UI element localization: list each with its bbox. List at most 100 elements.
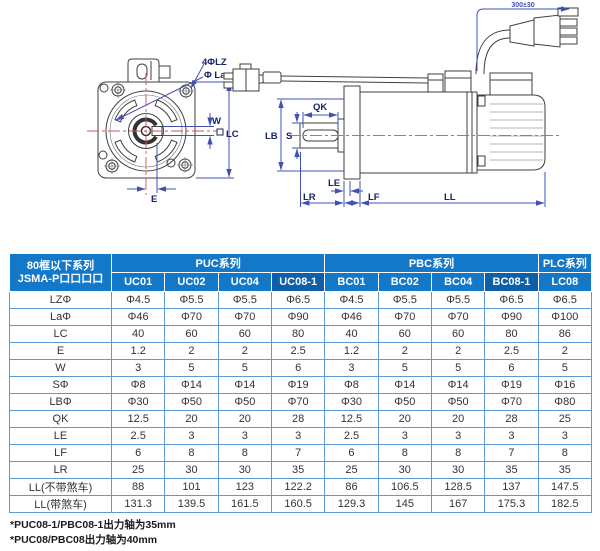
table-row: LF 6 8 8 7 6 8 8 7 8 — [9, 444, 593, 462]
cell: 160.5 — [270, 495, 326, 513]
front-view-dimensions: 4ΦLZ Φ La W LC E — [115, 57, 239, 205]
cell: 3 — [217, 427, 272, 445]
cell: 2.5 — [270, 342, 326, 360]
cell: 2 — [217, 342, 272, 360]
column-header-UC04: UC04 — [217, 272, 272, 292]
row-label: LL(带煞车) — [9, 495, 112, 513]
cell: 12.5 — [110, 410, 166, 428]
cell: Φ14 — [164, 376, 219, 394]
cell: Φ19 — [484, 376, 539, 394]
cell: Φ50 — [377, 393, 432, 411]
cell: Φ5.5 — [164, 291, 219, 309]
technical-drawing: 4ΦLZ Φ La W LC E — [0, 0, 600, 252]
cell: Φ8 — [324, 376, 379, 394]
cell: Φ70 — [270, 393, 326, 411]
cell: Φ6.5 — [484, 291, 539, 309]
table-row: LR 25 30 30 35 25 30 30 35 35 — [9, 461, 593, 479]
cell: Φ14 — [430, 376, 486, 394]
cell: 2 — [430, 342, 486, 360]
cell: Φ4.5 — [110, 291, 166, 309]
cell: Φ6.5 — [270, 291, 326, 309]
cell: 2 — [537, 342, 593, 360]
cell: 20 — [164, 410, 219, 428]
cell: 8 — [377, 444, 432, 462]
cell: 5 — [537, 359, 593, 377]
cell: 80 — [484, 325, 539, 343]
cell: Φ5.5 — [217, 291, 272, 309]
cell: 123 — [217, 478, 272, 496]
cell: 12.5 — [324, 410, 379, 428]
column-header-UC08-1: UC08-1 — [270, 272, 326, 292]
dim-label-le: LE — [328, 178, 340, 189]
model-pattern: JSMA-P口口口口 — [17, 272, 104, 285]
cell: 60 — [217, 325, 272, 343]
column-group: PUC系列 — [110, 253, 326, 273]
cell: 5 — [217, 359, 272, 377]
dim-label-lf: LF — [368, 192, 380, 203]
model-header-row: UC01 UC02 UC04 UC08-1 BC01 BC02 BC04 BC08-1 LC08 — [10, 272, 593, 292]
row-label: E — [9, 342, 112, 360]
cell: 86 — [537, 325, 593, 343]
cell: 3 — [430, 427, 486, 445]
cell: 6 — [484, 359, 539, 377]
row-label: QK — [9, 410, 112, 428]
cell: 3 — [324, 359, 379, 377]
table-corner-header: 80框以下系列 JSMA-P口口口口 — [9, 253, 112, 292]
cell: 167 — [430, 495, 486, 513]
cell: 147.5 — [537, 478, 593, 496]
cell: Φ5.5 — [377, 291, 432, 309]
cell: 5 — [430, 359, 486, 377]
cell: Φ90 — [270, 308, 326, 326]
row-label: LL(不带煞车) — [9, 478, 112, 496]
cell: 5 — [377, 359, 432, 377]
table-row: LC 40 60 60 80 40 60 60 80 86 — [9, 325, 593, 343]
dim-label-flange-pilot: Φ La — [204, 70, 226, 81]
cell: Φ50 — [217, 393, 272, 411]
cell: 8 — [217, 444, 272, 462]
cell: 20 — [377, 410, 432, 428]
dim-label-key-width: W — [212, 116, 221, 127]
dim-label-shaft-dia: S — [286, 131, 292, 142]
cell: Φ4.5 — [324, 291, 379, 309]
dim-label-cable-length: 300±30 — [511, 2, 534, 9]
cell: Φ80 — [537, 393, 593, 411]
column-header-BC01: BC01 — [324, 272, 379, 292]
cell: 6 — [324, 444, 379, 462]
cell: 8 — [537, 444, 593, 462]
cell: Φ50 — [430, 393, 486, 411]
table-row: LBΦ Φ30 Φ50 Φ50 Φ70 Φ30 Φ50 Φ50 Φ70 Φ80 — [9, 393, 593, 411]
cell: Φ70 — [164, 308, 219, 326]
cell: 106.5 — [377, 478, 432, 496]
dim-label-frame-size: LC — [226, 129, 239, 140]
cell: 86 — [324, 478, 379, 496]
cell: Φ16 — [537, 376, 593, 394]
footnote-2: *PUC08/PBC08出力轴为40mm — [10, 534, 158, 546]
cell: 3 — [164, 427, 219, 445]
cell: 2 — [164, 342, 219, 360]
column-header-UC01: UC01 — [110, 272, 166, 292]
cell: Φ90 — [484, 308, 539, 326]
cell: 2.5 — [324, 427, 379, 445]
row-label: W — [9, 359, 112, 377]
cell: 30 — [217, 461, 272, 479]
column-header-BC02: BC02 — [377, 272, 432, 292]
table-row: LL(不带煞车) 88 101 123 122.2 86 106.5 128.5 137 147.… — [9, 478, 593, 496]
column-group: PBC系列 — [324, 253, 539, 273]
cell: Φ100 — [537, 308, 593, 326]
cell: 30 — [430, 461, 486, 479]
table-row: LaΦ Φ46 Φ70 Φ70 Φ90 Φ46 Φ70 Φ70 Φ90 Φ100 — [9, 308, 593, 326]
row-label: LaΦ — [9, 308, 112, 326]
cell: Φ70 — [217, 308, 272, 326]
cell: 139.5 — [164, 495, 219, 513]
cell: 8 — [430, 444, 486, 462]
dim-label-key-length: QK — [313, 102, 327, 113]
cell: 131.3 — [110, 495, 166, 513]
row-label: LZΦ — [9, 291, 112, 309]
column-header-BC04: BC04 — [430, 272, 486, 292]
cell: 80 — [270, 325, 326, 343]
cell: 122.2 — [270, 478, 326, 496]
row-label: LE — [9, 427, 112, 445]
cell: 1.2 — [324, 342, 379, 360]
cell: 101 — [164, 478, 219, 496]
cell: 7 — [484, 444, 539, 462]
